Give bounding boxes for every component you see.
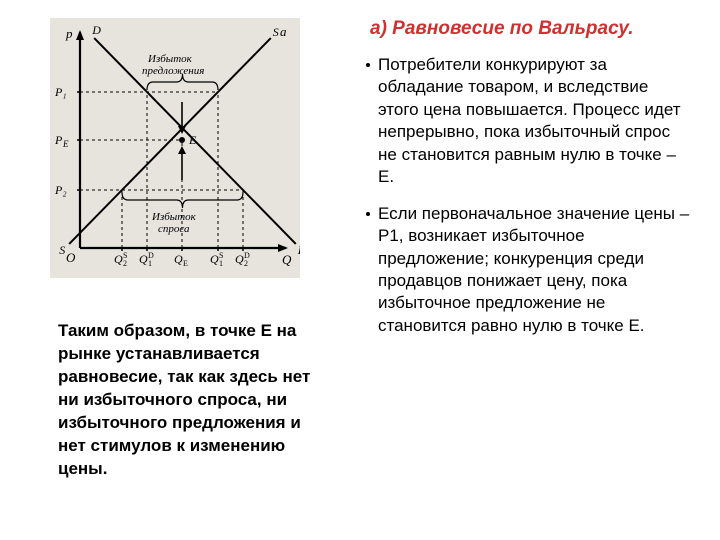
svg-text:S: S <box>59 243 65 257</box>
svg-text:предложения: предложения <box>142 65 204 77</box>
svg-text:D: D <box>297 243 300 257</box>
bullet-2: Если первоначальное значение цены – Р1, … <box>370 203 690 338</box>
svg-text:спроса: спроса <box>158 223 190 235</box>
right-column: а) Равновесие по Вальрасу. Потребители к… <box>370 18 690 351</box>
svg-text:Q: Q <box>210 252 219 266</box>
svg-text:a: a <box>280 24 287 39</box>
bullet-1: Потребители конкурируют за обладание тов… <box>370 54 690 189</box>
svg-text:1: 1 <box>219 259 223 268</box>
svg-text:2: 2 <box>244 259 248 268</box>
svg-text:Q: Q <box>174 252 183 266</box>
svg-text:E: E <box>62 139 69 149</box>
supply-demand-diagram: pQOaEP₁PEP₂QS2QD1QEQS1QD2DDSSИзбытокпред… <box>50 18 300 278</box>
conclusion-text: Таким образом, в точке Е на рынке устана… <box>58 320 328 481</box>
svg-text:P₂: P₂ <box>54 183 67 197</box>
svg-text:O: O <box>66 250 76 265</box>
section-title: а) Равновесие по Вальрасу. <box>370 18 690 40</box>
svg-text:Избыток: Избыток <box>151 211 197 223</box>
svg-text:Избыток: Избыток <box>147 53 193 65</box>
svg-text:2: 2 <box>123 259 127 268</box>
svg-text:D: D <box>91 23 101 37</box>
svg-text:Q: Q <box>114 252 123 266</box>
svg-text:P₁: P₁ <box>54 85 67 99</box>
svg-text:P: P <box>54 133 63 147</box>
svg-text:E: E <box>183 259 188 268</box>
svg-text:Q: Q <box>235 252 244 266</box>
svg-text:E: E <box>188 133 197 147</box>
svg-text:1: 1 <box>148 259 152 268</box>
svg-text:p: p <box>65 26 73 41</box>
svg-text:Q: Q <box>139 252 148 266</box>
svg-text:Q: Q <box>282 252 292 267</box>
svg-text:S: S <box>273 25 279 39</box>
